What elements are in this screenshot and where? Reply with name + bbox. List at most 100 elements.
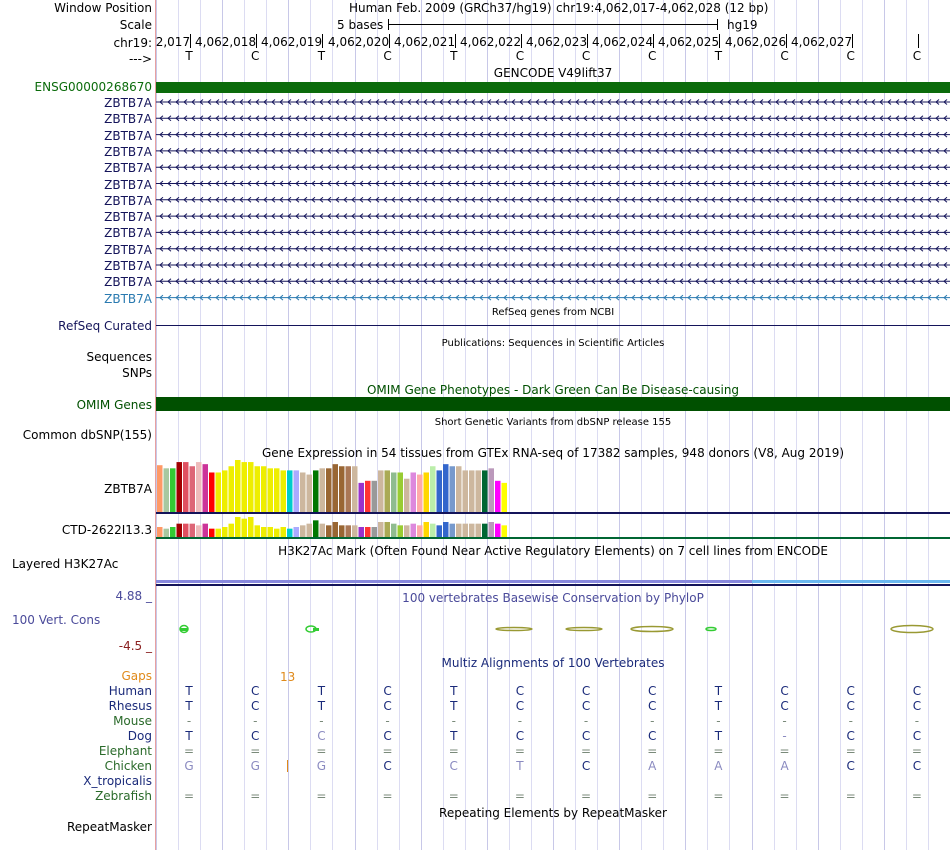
sequences-label[interactable]: Sequences	[86, 350, 152, 364]
gtex-bar[interactable]	[345, 466, 352, 512]
gtex-bar[interactable]	[436, 470, 443, 512]
species-label[interactable]: Rhesus	[108, 699, 152, 713]
gtex-bar[interactable]	[371, 480, 378, 512]
transcript-label[interactable]: ZBTB7A	[104, 242, 152, 257]
gtex-bar[interactable]	[235, 517, 241, 537]
gtex-bar[interactable]	[469, 470, 475, 512]
gtex-bar[interactable]	[332, 464, 339, 512]
gtex-bar[interactable]	[261, 527, 267, 537]
gtex-bar[interactable]	[319, 468, 326, 512]
transcript-label[interactable]: ZBTB7A	[104, 291, 152, 306]
transcript-label[interactable]: ZBTB7A	[104, 193, 152, 208]
transcript-label[interactable]: ZBTB7A	[104, 96, 152, 110]
gtex-bar[interactable]	[397, 472, 404, 512]
gtex-bar[interactable]	[222, 470, 228, 512]
gtex-bar[interactable]	[462, 523, 469, 537]
gtex-bar[interactable]	[287, 470, 293, 512]
gtex-bar[interactable]	[274, 528, 280, 537]
gtex-bar[interactable]	[189, 466, 196, 512]
gtex-gene-label-2[interactable]: CTD-2622I13.3	[61, 523, 152, 537]
gtex-bar[interactable]	[176, 523, 183, 537]
gtex-bar[interactable]	[391, 523, 397, 537]
gtex-bar[interactable]	[358, 482, 365, 512]
repeatmasker-label[interactable]: RepeatMasker	[66, 820, 152, 834]
gtex-bar[interactable]	[456, 523, 462, 537]
gtex-bar[interactable]	[404, 478, 410, 512]
gtex-bar[interactable]	[352, 466, 358, 512]
gtex-bar[interactable]	[495, 480, 501, 512]
gtex-bar[interactable]	[293, 527, 300, 537]
gtex-bar[interactable]	[410, 523, 417, 537]
gtex-bar[interactable]	[235, 460, 241, 512]
cons-plot[interactable]	[156, 618, 950, 648]
gtex-bar[interactable]	[339, 525, 345, 537]
gtex-bar[interactable]	[443, 522, 449, 537]
gtex-bar[interactable]	[241, 462, 248, 512]
h3k27ac-label[interactable]: Layered H3K27Ac	[12, 557, 119, 571]
gtex-bar[interactable]	[202, 523, 209, 537]
cons-label[interactable]: 100 Vert. Cons	[12, 613, 101, 627]
transcript-label[interactable]: ZBTB7A	[104, 259, 152, 273]
gtex-bar[interactable]	[384, 522, 391, 537]
transcript-label[interactable]: ZBTB7A	[104, 161, 152, 176]
species-label[interactable]: Dog	[127, 729, 152, 743]
gtex-bar[interactable]	[443, 464, 449, 512]
gtex-bar[interactable]	[482, 470, 488, 512]
gtex-bar[interactable]	[326, 525, 332, 537]
gtex-bar[interactable]	[313, 470, 319, 512]
gtex-bar[interactable]	[215, 472, 222, 512]
gene-bar-ensg[interactable]	[156, 82, 950, 93]
gtex-bar[interactable]	[222, 527, 228, 537]
gtex-bar[interactable]	[196, 462, 202, 512]
gtex-bar[interactable]	[183, 462, 189, 512]
gtex-bar[interactable]	[300, 472, 306, 512]
gtex-bar[interactable]	[254, 466, 261, 512]
gtex-bar[interactable]	[475, 470, 482, 512]
gtex-bar[interactable]	[436, 525, 443, 537]
gtex-bar[interactable]	[274, 468, 280, 512]
gtex-bar[interactable]	[228, 466, 235, 512]
gtex-bar[interactable]	[358, 527, 365, 537]
gtex-bar[interactable]	[228, 523, 235, 537]
gtex-bar[interactable]	[352, 525, 358, 537]
omim-genes-label[interactable]: OMIM Genes	[76, 398, 152, 412]
gtex-bar[interactable]	[209, 528, 215, 537]
gtex-bar[interactable]	[280, 527, 287, 537]
h3k27ac-layer-2[interactable]	[752, 580, 950, 583]
gtex-bar[interactable]	[280, 470, 287, 512]
gtex-bar[interactable]	[469, 523, 475, 537]
gtex-bar[interactable]	[163, 468, 170, 512]
gtex-bar[interactable]	[306, 523, 313, 537]
gtex-bar[interactable]	[378, 470, 384, 512]
gtex-bar[interactable]	[196, 525, 202, 537]
dbsnp-label[interactable]: Common dbSNP(155)	[22, 428, 152, 442]
gtex-bar[interactable]	[501, 525, 508, 537]
species-label[interactable]: Mouse	[113, 714, 152, 728]
gtex-bar[interactable]	[157, 465, 163, 512]
gtex-bar[interactable]	[267, 468, 274, 512]
gtex-bar[interactable]	[170, 468, 176, 512]
gtex-bar[interactable]	[313, 520, 319, 537]
transcript-lines[interactable]	[156, 95, 950, 315]
omim-bar[interactable]	[156, 397, 950, 411]
species-label[interactable]: Elephant	[98, 744, 152, 758]
gtex-bar[interactable]	[410, 472, 417, 512]
gtex-bar[interactable]	[449, 523, 456, 537]
gtex-bar[interactable]	[384, 470, 391, 512]
gtex-bar[interactable]	[423, 522, 430, 537]
gtex-bar[interactable]	[267, 527, 274, 537]
gtex-bar[interactable]	[326, 468, 332, 512]
gtex-chart-1[interactable]	[156, 460, 950, 512]
gtex-bar[interactable]	[287, 528, 293, 537]
transcript-label[interactable]: ZBTB7A	[104, 112, 152, 127]
gtex-bar[interactable]	[293, 470, 300, 512]
gtex-bar[interactable]	[456, 466, 462, 512]
gtex-bar[interactable]	[176, 462, 183, 512]
gtex-bar[interactable]	[488, 522, 495, 537]
gtex-bar[interactable]	[365, 480, 371, 512]
gtex-bar[interactable]	[254, 525, 261, 537]
gtex-bar[interactable]	[241, 518, 248, 537]
refseq-label[interactable]: RefSeq Curated	[58, 319, 152, 333]
gene-label-ensg[interactable]: ENSG00000268670	[34, 80, 152, 94]
gtex-bar[interactable]	[202, 464, 209, 512]
